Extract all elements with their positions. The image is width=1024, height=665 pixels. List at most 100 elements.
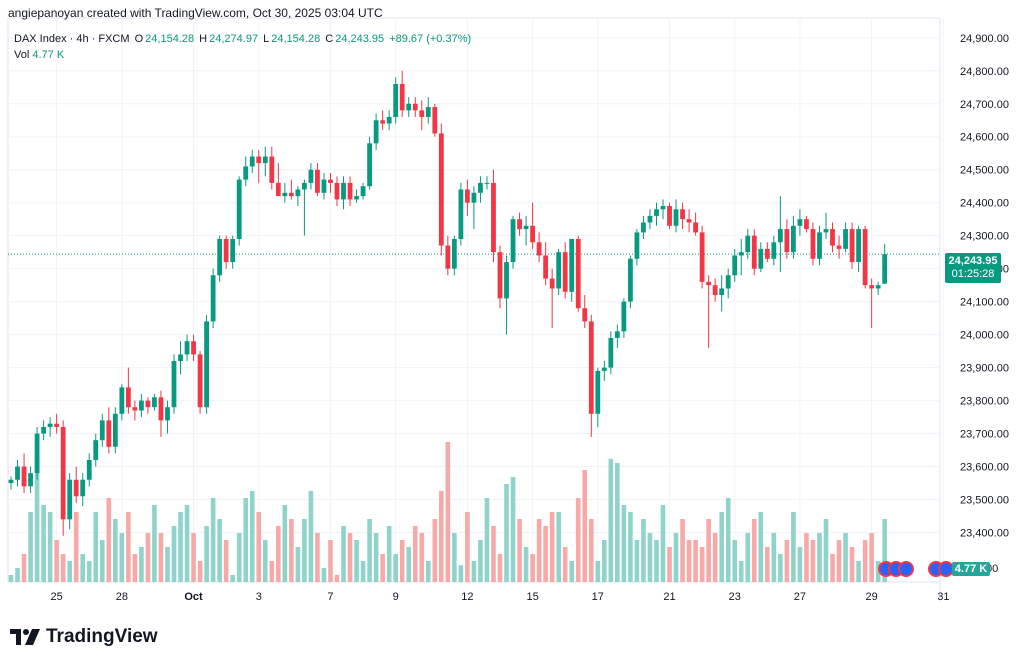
candle: [575, 235, 581, 312]
candle: [386, 110, 392, 131]
candle: [139, 394, 144, 418]
ohlc-legend: DAX Index · 4h · FXCM O 24,154.28 H 24,274…: [14, 33, 473, 45]
candle: [165, 400, 170, 434]
bar-countdown: 01:25:28: [951, 268, 995, 280]
y-tick-label: 23,600.00: [960, 462, 1009, 474]
candle: [197, 351, 203, 414]
candle: [497, 245, 503, 309]
candle-body: [693, 222, 698, 233]
candle: [660, 199, 666, 220]
candle-body: [119, 387, 125, 414]
candle-body: [47, 423, 53, 427]
candle-body: [360, 186, 366, 197]
candle: [262, 146, 268, 177]
candle: [236, 176, 242, 246]
candle-body: [80, 479, 86, 497]
volume-bar: [797, 547, 803, 582]
candle-body: [680, 209, 685, 220]
symbol-label[interactable]: DAX Index · 4h · FXCM: [14, 33, 130, 45]
candle: [275, 163, 281, 197]
candle-body: [152, 397, 157, 408]
candle-body: [504, 262, 509, 299]
volume-bar: [86, 561, 92, 582]
candle: [93, 433, 99, 467]
volume-bar: [119, 533, 125, 582]
candle-body: [751, 235, 757, 269]
y-tick-label: 24,300.00: [960, 231, 1009, 243]
x-tick-label: 27: [794, 591, 806, 603]
tradingview-logo[interactable]: TradingView: [10, 626, 158, 648]
candle: [588, 314, 594, 437]
candle-body: [575, 238, 581, 309]
candle-body: [28, 473, 33, 487]
volume-bar: [15, 568, 20, 582]
x-tick-label: 25: [51, 591, 63, 603]
candle: [601, 361, 607, 381]
candle-body: [256, 156, 262, 164]
candle: [843, 222, 848, 253]
volume-bar: [8, 575, 14, 582]
candle-body: [132, 407, 138, 411]
candle: [680, 202, 685, 230]
volume-bar: [308, 491, 314, 582]
volume-bar: [282, 505, 288, 582]
volume-bar: [393, 554, 398, 582]
volume-bar: [706, 519, 711, 582]
candle-body: [432, 107, 438, 134]
volume-bar: [302, 519, 307, 582]
candle: [817, 225, 822, 266]
candle: [712, 278, 718, 302]
volume-bar: [497, 554, 503, 582]
volume-bar: [484, 498, 490, 582]
candle-body: [275, 182, 281, 197]
candle: [295, 186, 301, 206]
candle: [517, 212, 522, 236]
candle-body: [667, 206, 672, 226]
event-markers[interactable]: [878, 561, 954, 577]
candle: [738, 238, 744, 276]
x-tick-label: 31: [937, 591, 949, 603]
candle-body: [543, 255, 549, 279]
candle-body: [601, 367, 607, 371]
candle: [791, 215, 796, 259]
volume-bar: [784, 540, 790, 582]
event-icon[interactable]: [898, 561, 914, 577]
volume-bar: [751, 519, 757, 582]
volume-legend: Vol 4.77 K: [14, 49, 64, 61]
candle-body: [621, 301, 627, 332]
volume-bar: [315, 533, 320, 582]
volume-bar: [758, 512, 764, 582]
candle-body: [321, 179, 327, 193]
candle-body: [262, 156, 268, 164]
volume-bar: [667, 547, 672, 582]
candle-body: [608, 337, 614, 368]
candle-body: [230, 238, 236, 263]
volume-bar: [634, 540, 640, 582]
volume-bar: [536, 519, 542, 582]
volume-bar: [588, 519, 594, 582]
candle-body: [836, 245, 842, 249]
volume-bar: [21, 554, 27, 582]
candle-body: [386, 116, 392, 124]
x-tick-label: 15: [526, 591, 538, 603]
open-label: O: [134, 33, 144, 45]
volume-bar: [660, 505, 666, 582]
y-tick-label: 24,800.00: [960, 66, 1009, 78]
candle-body: [875, 285, 881, 289]
volume-bar: [582, 470, 588, 582]
y-tick-label: 23,400.00: [960, 528, 1009, 540]
candle-body: [458, 189, 464, 239]
candle: [595, 367, 601, 427]
volume-bar: [412, 526, 418, 582]
volume-bar: [269, 561, 275, 582]
volume-bar: [602, 540, 607, 582]
volume-bar: [628, 512, 633, 582]
volume-bar: [830, 554, 835, 582]
volume-bar: [165, 547, 170, 582]
candle: [80, 473, 86, 507]
candle-body: [34, 433, 40, 474]
candle-body: [810, 229, 816, 259]
volume-bar: [791, 512, 796, 582]
volume-bar: [765, 547, 770, 582]
